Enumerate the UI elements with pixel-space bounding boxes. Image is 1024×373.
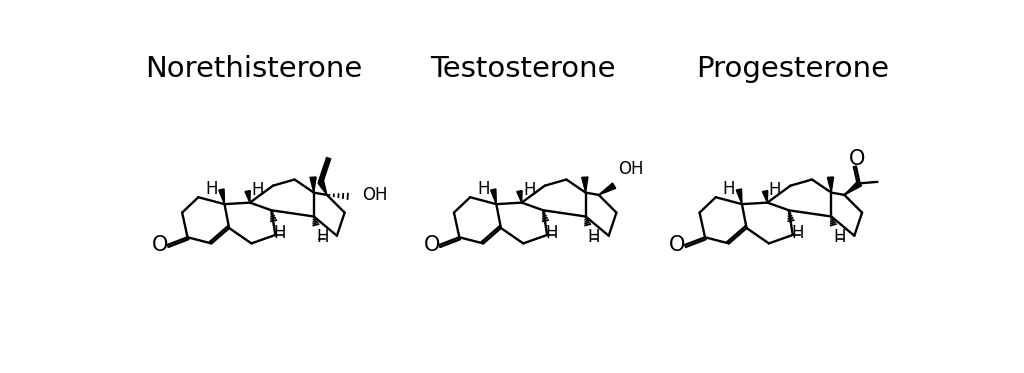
Polygon shape [763,191,768,203]
Text: H: H [251,181,264,199]
Polygon shape [582,177,588,192]
Text: H: H [316,228,329,246]
Polygon shape [517,191,522,203]
Text: O: O [152,235,168,255]
Polygon shape [599,183,615,195]
Text: H: H [546,224,558,242]
Text: H: H [769,181,781,199]
Text: Testosterone: Testosterone [430,56,616,84]
Text: O: O [669,235,685,255]
Text: H: H [723,180,735,198]
Text: OH: OH [362,186,388,204]
Polygon shape [219,189,224,204]
Polygon shape [490,189,497,204]
Polygon shape [827,177,834,192]
Text: OH: OH [617,160,643,178]
Polygon shape [310,177,316,192]
Text: O: O [849,149,865,169]
Text: H: H [273,224,286,242]
Text: H: H [588,228,600,246]
Polygon shape [736,189,742,204]
Text: H: H [834,228,846,246]
Text: H: H [523,181,536,199]
Text: Norethisterone: Norethisterone [145,56,362,84]
Polygon shape [318,181,327,195]
Text: H: H [205,180,218,198]
Text: H: H [792,224,804,242]
Polygon shape [845,181,861,195]
Text: O: O [424,235,440,255]
Polygon shape [245,191,250,203]
Text: Progesterone: Progesterone [696,56,889,84]
Text: H: H [477,180,489,198]
